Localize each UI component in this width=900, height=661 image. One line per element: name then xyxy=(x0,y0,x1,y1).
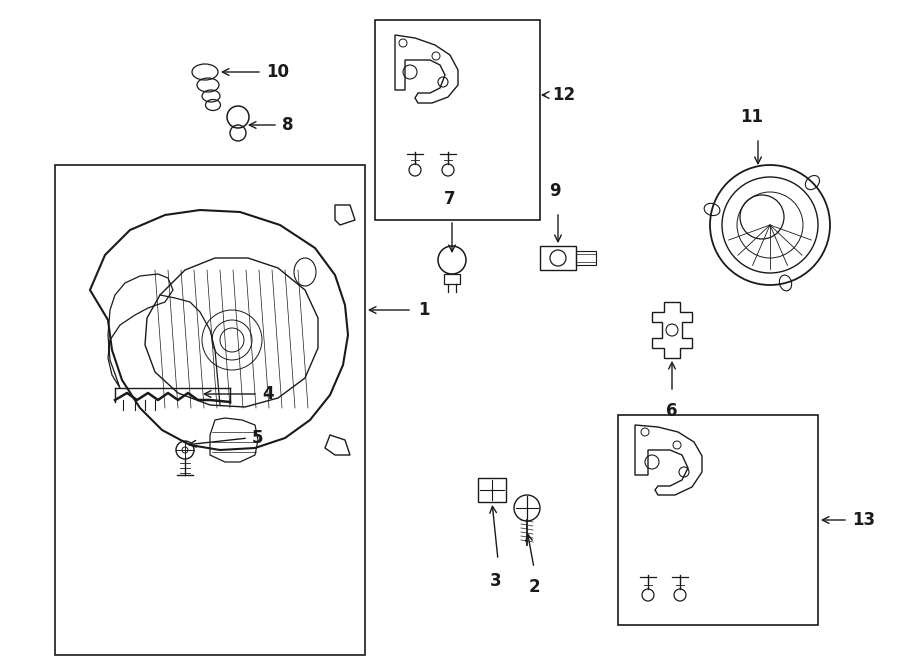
Text: 13: 13 xyxy=(852,511,875,529)
Text: 6: 6 xyxy=(666,402,678,420)
Text: 12: 12 xyxy=(552,86,575,104)
Text: 10: 10 xyxy=(266,63,289,81)
Bar xyxy=(618,415,818,625)
Bar xyxy=(375,20,540,220)
Text: 2: 2 xyxy=(528,578,540,596)
Text: 8: 8 xyxy=(282,116,293,134)
Text: 7: 7 xyxy=(445,190,455,208)
Bar xyxy=(55,165,365,655)
Text: 5: 5 xyxy=(252,429,264,447)
Text: 11: 11 xyxy=(741,108,763,126)
Text: 4: 4 xyxy=(262,385,274,403)
Text: 1: 1 xyxy=(418,301,429,319)
Text: 9: 9 xyxy=(549,182,561,200)
Text: 3: 3 xyxy=(491,572,502,590)
